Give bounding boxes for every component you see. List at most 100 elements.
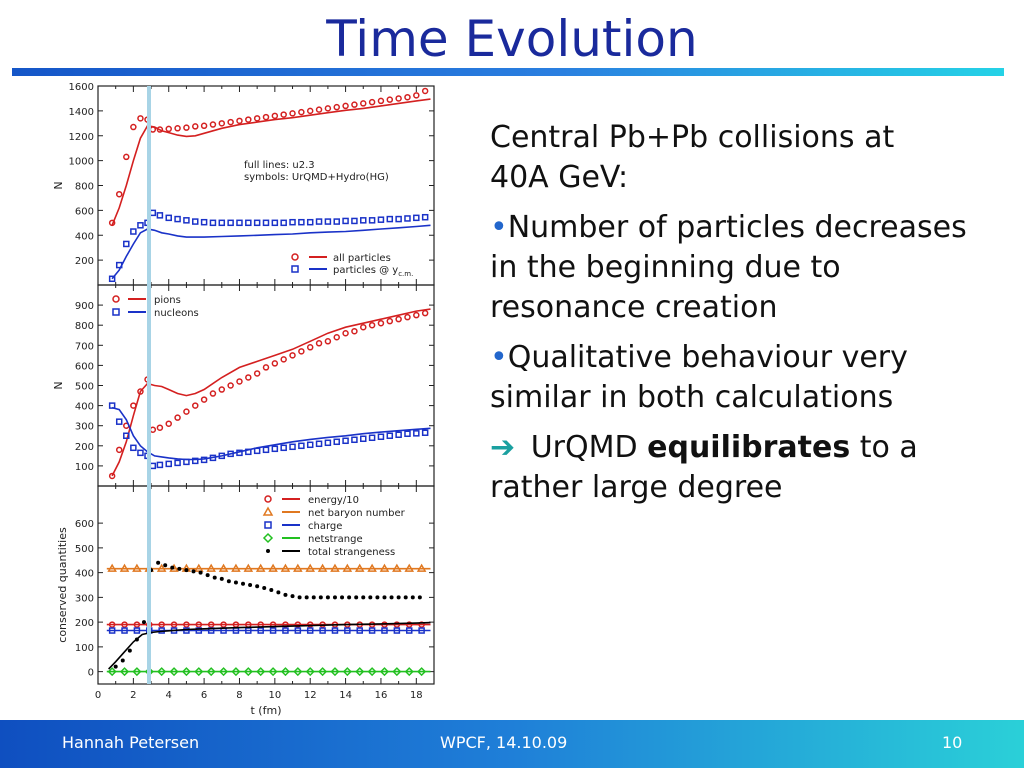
data-point [130, 402, 137, 409]
y-tick-label: 100 [75, 643, 94, 654]
data-point [351, 101, 358, 108]
time-marker-line [147, 86, 151, 684]
data-point [262, 585, 267, 590]
data-point [268, 563, 278, 572]
data-point [236, 219, 243, 227]
data-point [356, 627, 363, 634]
data-point [396, 595, 401, 600]
data-point [156, 212, 164, 219]
data-point [418, 621, 425, 628]
annotation-line-2: symbols: UrQMD+Hydro(HG) [244, 172, 389, 183]
data-point [280, 356, 287, 363]
legend: energy/10 net baryon number charge netstran… [262, 495, 406, 558]
data-point [253, 370, 261, 377]
data-point [130, 228, 137, 235]
slide-text: Central Pb+Pb collisions at 40A GeV: •Nu… [490, 118, 1000, 518]
data-point [289, 218, 296, 226]
data-point [149, 126, 157, 133]
data-point [115, 418, 123, 425]
y-tick-label: 800 [75, 321, 94, 332]
data-point [253, 115, 261, 122]
data-point [156, 126, 164, 133]
y-tick-label: 0 [88, 668, 94, 679]
data-point [418, 627, 425, 634]
bullet-2-text: Qualitative behaviour very similar in bo… [490, 340, 908, 415]
data-point [347, 595, 352, 600]
intro-line-2: 40A GeV: [490, 160, 629, 195]
data-point [192, 218, 199, 225]
data-point [174, 414, 181, 421]
data-point [227, 382, 234, 389]
series-line [111, 98, 431, 226]
data-point [157, 667, 167, 677]
data-point [360, 100, 367, 107]
data-point [333, 103, 340, 111]
y-tick-label: 600 [75, 361, 94, 372]
data-point [113, 664, 118, 669]
bullet-1: •Number of particles decreases in the be… [490, 208, 1000, 328]
conclusion-prefix: UrQMD [530, 430, 638, 465]
data-point [133, 627, 141, 634]
data-point [421, 87, 429, 95]
data-point [123, 240, 130, 248]
data-point [200, 218, 208, 226]
data-point [206, 667, 216, 677]
y-tick-label: 500 [75, 544, 94, 555]
data-point [133, 621, 141, 628]
data-point [344, 627, 351, 634]
data-point [342, 667, 352, 677]
data-point [108, 402, 116, 409]
data-point [317, 563, 328, 572]
data-point [271, 219, 279, 227]
y-tick-label: 400 [75, 402, 94, 413]
data-point [324, 105, 332, 112]
data-point [330, 667, 340, 677]
data-point [413, 92, 420, 99]
data-point [130, 444, 137, 452]
data-point [200, 122, 208, 130]
data-point [405, 627, 413, 634]
data-point [342, 102, 349, 110]
data-point [227, 219, 234, 227]
y-tick-label: 200 [75, 256, 94, 267]
data-point [108, 472, 116, 480]
data-point [219, 576, 224, 581]
data-point [280, 219, 287, 227]
data-point [158, 621, 165, 628]
legend-marker [112, 308, 120, 316]
legend-marker [291, 253, 299, 261]
panel-frame [97, 485, 435, 685]
data-point [395, 215, 402, 223]
series-line [108, 621, 431, 670]
series-1-1 [108, 87, 431, 227]
y-tick-label: 1600 [69, 82, 94, 93]
data-point [298, 218, 305, 226]
data-point [315, 340, 323, 347]
data-point [318, 667, 328, 677]
data-point [262, 219, 270, 227]
legend-marker [112, 295, 120, 303]
legend-label: netstrange [308, 534, 363, 545]
legend-label: energy/10 [308, 495, 359, 506]
data-point [243, 667, 253, 677]
data-point [174, 459, 181, 467]
data-point [315, 106, 323, 113]
bullet-1-text: Number of particles decreases in the beg… [490, 210, 967, 325]
data-point [108, 219, 116, 227]
data-point [218, 667, 229, 677]
data-point [379, 667, 390, 677]
data-point [108, 621, 116, 628]
data-point [342, 437, 349, 445]
data-point [404, 93, 411, 101]
data-point [231, 563, 241, 572]
conclusion-bold: equilibrates [647, 430, 851, 465]
data-point [413, 311, 420, 319]
series-2-2 [108, 402, 431, 470]
y-axis-label: conserved quantities [56, 527, 69, 643]
data-point [253, 447, 261, 455]
data-point [271, 360, 279, 367]
data-point [360, 217, 367, 224]
data-point [108, 275, 116, 283]
data-point [351, 436, 358, 444]
x-tick-label: 18 [410, 690, 423, 701]
